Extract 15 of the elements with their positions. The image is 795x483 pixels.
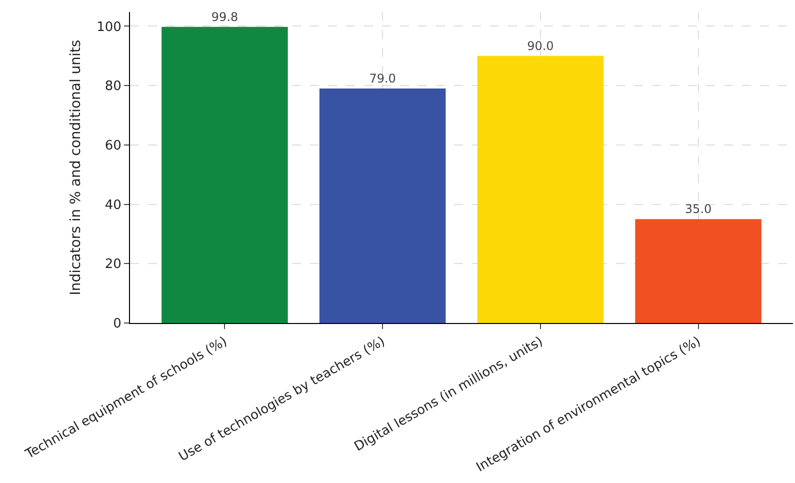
- bar: [319, 88, 446, 323]
- data-label: 90.0: [527, 38, 554, 53]
- y-tick-label: 60: [104, 138, 122, 154]
- y-tick-label: 100: [96, 20, 122, 35]
- y-tick-label: 80: [104, 79, 122, 94]
- bar: [162, 26, 288, 323]
- data-label: 35.0: [684, 202, 712, 216]
- data-label: 99.8: [211, 10, 238, 24]
- data-label: 79.0: [369, 72, 396, 86]
- y-tick-label: 0: [113, 316, 122, 332]
- y-axis-title: Indicators in % and conditional units: [68, 40, 84, 296]
- y-tick-label: 40: [104, 198, 122, 213]
- bar: [477, 56, 604, 323]
- y-tick-label: 20: [104, 257, 122, 272]
- bar: [635, 219, 762, 323]
